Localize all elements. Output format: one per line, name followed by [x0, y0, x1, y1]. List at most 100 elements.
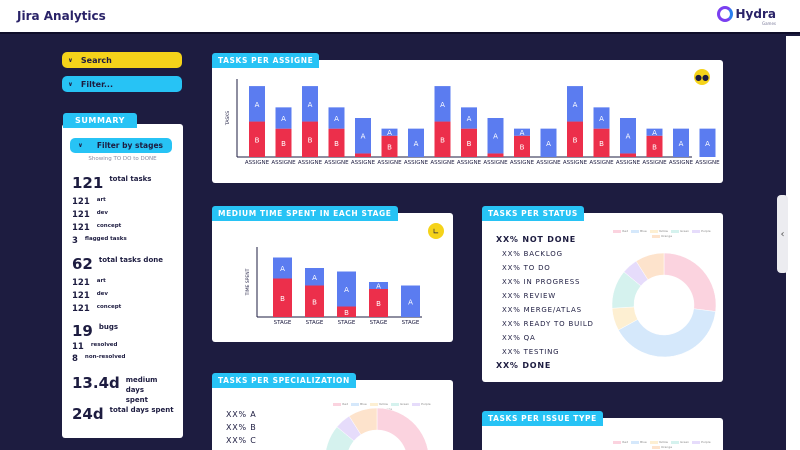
chevron-left-icon: ‹	[780, 228, 785, 240]
legend-item: Blue	[351, 402, 367, 406]
bar-segment-b	[302, 121, 318, 157]
x-tick-label: STAGE	[274, 320, 292, 326]
search-dropdown[interactable]: ∨ Search	[62, 52, 182, 68]
legend-label: Blue	[360, 402, 367, 406]
stat-label: concept	[96, 223, 122, 229]
bar-segment-a	[646, 128, 663, 136]
collapse-panel-handle[interactable]: ‹	[777, 195, 788, 273]
x-tick-label: ASSIGNE	[404, 160, 429, 166]
bar-label-a: A	[467, 115, 472, 123]
app-title: Jira Analytics	[17, 9, 106, 23]
legend-item: Red	[613, 229, 628, 233]
summary-stat: 121 concept	[72, 304, 121, 314]
bar-segment-a	[673, 128, 689, 157]
bar-label-a: A	[255, 101, 260, 109]
bar-label-a: A	[312, 274, 317, 282]
bar-segment-a	[514, 128, 530, 136]
summary-stat: 121 dev	[72, 291, 108, 301]
stat-label: flagged tasks	[84, 236, 127, 242]
legend-swatch	[613, 229, 622, 233]
bar-label-a: A	[414, 140, 419, 148]
legend-item: Green	[671, 229, 689, 233]
legend-swatch	[631, 229, 640, 233]
bar-segment-a	[381, 128, 398, 136]
legend-item: Red	[333, 402, 348, 406]
bar-segment-a	[275, 107, 292, 129]
legend-label: Purple	[421, 402, 431, 406]
bar-label-a: A	[546, 140, 551, 148]
showing-range-text: Showing TO DO to DONE	[88, 156, 157, 162]
stat-value: 121	[72, 304, 90, 314]
legend-swatch	[412, 402, 421, 406]
chart-icon[interactable]: ∟	[428, 223, 444, 239]
logo-subtext: Games	[762, 21, 776, 26]
bar-segment-b	[461, 128, 477, 157]
bar-label-b: B	[281, 140, 286, 148]
bar-label-b: B	[573, 136, 578, 144]
x-tick-label: STAGE	[370, 320, 388, 326]
status-list-item: XX% TO DO	[502, 264, 551, 272]
summary-stat: 19 bugs	[72, 322, 118, 340]
bar-segment-a	[305, 268, 324, 286]
legend-item: Red	[613, 440, 628, 444]
filter-dropdown[interactable]: ∨ Filter...	[62, 76, 182, 92]
team-icon[interactable]: ●●	[694, 69, 710, 85]
bar-segment-b	[593, 128, 610, 157]
x-tick-label: STAGE	[338, 320, 356, 326]
issue-type-card-title: TASKS PER ISSUE TYPE	[482, 411, 603, 426]
legend-label: Green	[400, 402, 410, 406]
bar-label-b: B	[652, 143, 657, 151]
bar-label-b: B	[280, 295, 285, 303]
stat-label: bugs	[98, 323, 119, 331]
stat-label: medium days spent	[125, 376, 158, 404]
filter-by-stages-button[interactable]: ∨ Filter by stages	[70, 138, 172, 153]
x-tick-label: ASSIGNE	[616, 160, 641, 166]
filter-label: Filter...	[80, 79, 113, 89]
stat-value: 121	[72, 278, 90, 288]
status-list-item: XX% MERGE/ATLAS	[502, 306, 582, 314]
x-tick-label: ASSIGNE	[589, 160, 614, 166]
summary-stat: 11 resolved	[72, 342, 117, 352]
summary-stat: 121 art	[72, 278, 106, 288]
stat-value: 121	[72, 197, 90, 207]
summary-stat: 8 non-resolved	[72, 354, 125, 364]
search-label: Search	[80, 55, 112, 65]
bar-segment-b	[305, 285, 324, 317]
legend-label: Blue	[640, 229, 647, 233]
status-list-item: XX% BACKLOG	[502, 250, 563, 258]
stat-value: 8	[72, 354, 78, 364]
stat-label: resolved	[90, 342, 118, 348]
status-list-item: XX% TESTING	[502, 348, 560, 356]
hydra-logo[interactable]: Hydra Games	[716, 6, 776, 26]
legend-swatch	[391, 402, 399, 406]
assignee-card-title: TASKS PER ASSIGNE	[212, 53, 320, 68]
x-tick-label: ASSIGNE	[510, 160, 535, 166]
stat-label: dev	[96, 291, 109, 297]
legend-swatch	[369, 402, 378, 406]
legend-label: Orange	[660, 234, 673, 238]
top-bar: Jira Analytics Hydra Games	[0, 0, 800, 34]
bar-segment-b	[355, 153, 371, 157]
legend-swatch	[351, 402, 360, 406]
legend-item: Yellow	[649, 440, 668, 444]
status-legend: Red Blue Yellow Green Purple Orange	[607, 229, 717, 238]
bar-segment-a	[461, 107, 477, 129]
legend-label: Yellow	[378, 402, 388, 406]
bar-label-a: A	[705, 140, 710, 148]
bar-segment-b	[275, 128, 292, 157]
status-card-title: TASKS PER STATUS	[482, 206, 584, 221]
bar-segment-a	[593, 107, 610, 129]
stat-label: total tasks	[109, 175, 152, 183]
bar-label-b: B	[376, 300, 381, 308]
chevron-down-icon: ∨	[68, 56, 73, 64]
bar-label-a: A	[376, 283, 381, 291]
legend-item: Green	[391, 402, 409, 406]
legend-item: Blue	[631, 440, 647, 444]
summary-stat: 62 total tasks done	[72, 255, 163, 273]
legend-item: Orange	[651, 234, 673, 238]
legend-swatch	[631, 440, 640, 444]
donut-slice	[348, 407, 378, 436]
bar-segment-a	[434, 86, 451, 122]
stat-value: 121	[72, 291, 90, 301]
bar-label-a: A	[344, 286, 349, 294]
